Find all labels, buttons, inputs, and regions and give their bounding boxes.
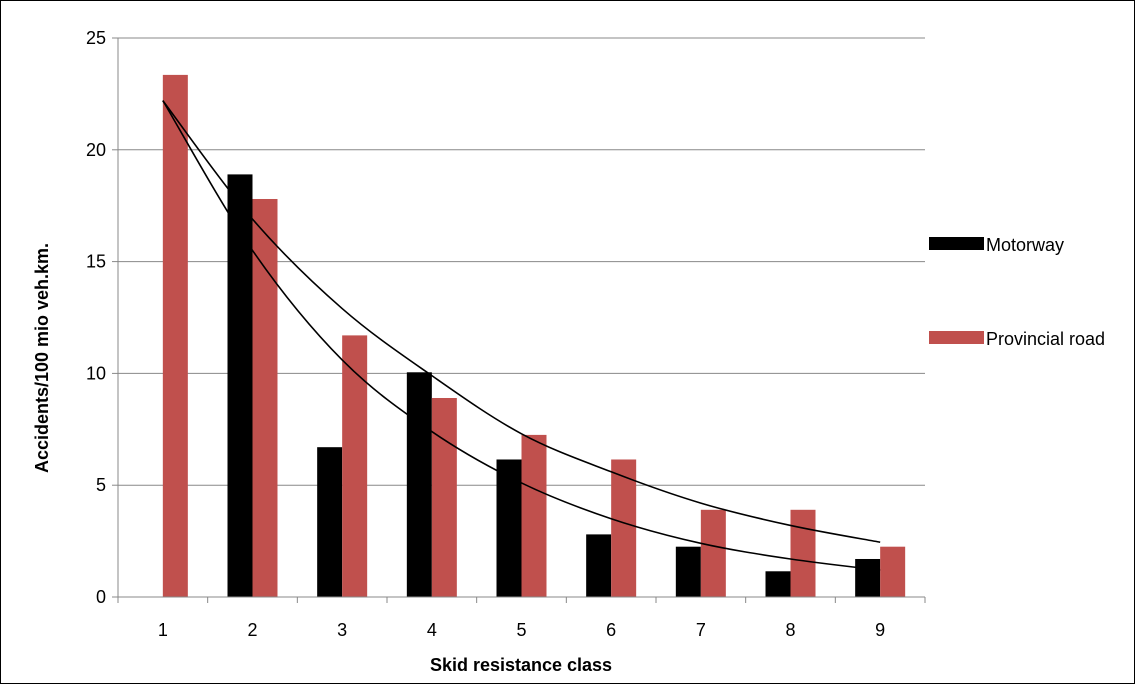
bar-provincial-road-4 (431, 397, 457, 597)
bar-motorway-9 (855, 558, 881, 597)
y-tick-label-20: 20 (86, 140, 106, 160)
x-tick-labels: 1 2 3 4 5 6 7 8 9 (158, 620, 885, 640)
trendline-2 (162, 100, 881, 544)
bar-provincial-road-7 (700, 509, 726, 597)
bar-provincial-road-8 (790, 509, 816, 597)
bar-motorway-2 (227, 174, 253, 597)
bar-motorway-4 (406, 372, 432, 597)
x-tick-label-1: 1 (158, 620, 168, 640)
y-tick-labels: 0 5 10 15 20 25 (86, 28, 106, 607)
y-tick-label-0: 0 (96, 587, 106, 607)
legend-label-motorway: Motorway (986, 235, 1064, 255)
bar-provincial-road-5 (521, 434, 547, 597)
x-tick-label-6: 6 (606, 620, 616, 640)
legend-label-provincial-road: Provincial road (986, 329, 1105, 349)
x-axis-title: Skid resistance class (430, 655, 612, 675)
y-tick-label-15: 15 (86, 252, 106, 272)
y-axis-title: Accidents/100 mio veh.km. (32, 243, 52, 473)
x-tick-label-8: 8 (785, 620, 795, 640)
x-tick-label-9: 9 (875, 620, 885, 640)
x-tick-label-2: 2 (247, 620, 257, 640)
x-tick-label-7: 7 (696, 620, 706, 640)
legend-swatch-motorway (929, 237, 984, 250)
y-tick-label-25: 25 (86, 28, 106, 48)
bar-provincial-road-3 (342, 335, 368, 597)
bar-motorway-6 (586, 534, 612, 597)
axes (112, 37, 926, 603)
bars (162, 74, 906, 598)
legend: Motorway Provincial road (929, 235, 1105, 349)
bar-provincial-road-9 (880, 546, 906, 597)
x-tick-label-3: 3 (337, 620, 347, 640)
bar-provincial-road-2 (252, 198, 278, 597)
x-tick-label-5: 5 (516, 620, 526, 640)
trendlines (162, 100, 881, 571)
bar-provincial-road-6 (611, 459, 637, 597)
bar-motorway-5 (496, 459, 522, 597)
bar-provincial-road-1 (162, 74, 188, 598)
trendline-1 (162, 100, 881, 571)
legend-swatch-provincial-road (929, 331, 984, 344)
x-tick-label-4: 4 (427, 620, 437, 640)
y-tick-label-10: 10 (86, 363, 106, 383)
bar-motorway-7 (675, 546, 701, 597)
bar-motorway-8 (765, 571, 791, 597)
y-tick-label-5: 5 (96, 475, 106, 495)
bar-motorway-3 (317, 447, 343, 597)
